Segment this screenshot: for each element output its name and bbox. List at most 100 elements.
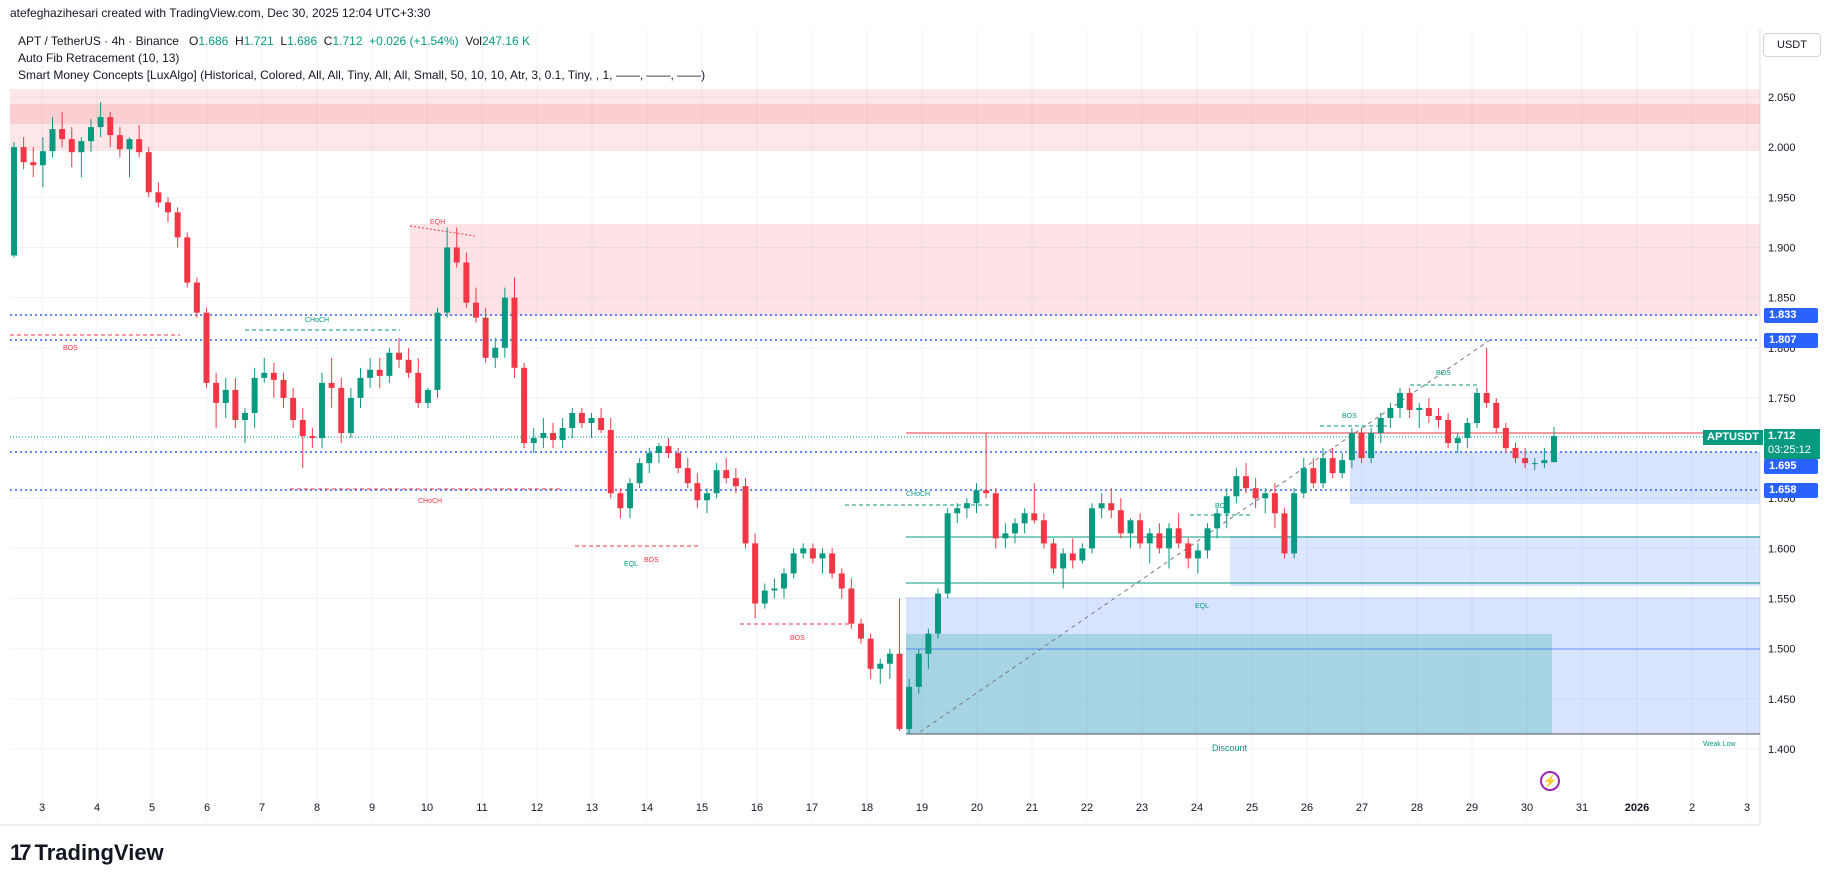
change-value: +0.026 (+1.54%)	[369, 34, 459, 48]
candle-body	[588, 417, 595, 423]
candle-body	[126, 139, 133, 150]
candle-body	[665, 446, 672, 454]
candle-body	[992, 493, 999, 539]
candle-body	[492, 347, 499, 358]
candle-body	[704, 493, 710, 501]
candle-body	[559, 428, 566, 441]
time-axis-label: 7	[259, 802, 265, 814]
tradingview-logo: 17 TradingView	[10, 840, 164, 866]
candle-body	[1377, 417, 1384, 434]
candle-body	[1175, 528, 1182, 544]
candle-body	[877, 663, 884, 669]
candle-body	[1512, 448, 1519, 459]
candle-body	[848, 588, 855, 624]
candle-body	[617, 493, 624, 509]
flash-icon[interactable]: ⚡	[1540, 771, 1560, 791]
candle-body	[896, 653, 903, 729]
candle-body	[1483, 392, 1490, 403]
candle-body	[1464, 423, 1471, 439]
symbol-name[interactable]: APT / TetherUS · 4h · Binance	[18, 34, 179, 48]
choch-top-label: CHoCH	[305, 317, 329, 324]
price-axis-label: 1.550	[1768, 594, 1796, 606]
candle-body	[1002, 533, 1009, 539]
candle-body	[1040, 520, 1047, 544]
candle-body	[328, 382, 335, 388]
candle-body	[136, 139, 143, 153]
premium-zone-top	[10, 89, 1760, 151]
candle-body	[242, 412, 248, 420]
time-axis-label: 23	[1136, 802, 1148, 814]
bos-left-label: BOS	[63, 345, 78, 352]
price-axis-label: 1.750	[1768, 393, 1796, 405]
time-axis-label: 6	[204, 802, 210, 814]
candle-body	[646, 453, 653, 464]
candle-body	[415, 372, 422, 403]
candle-body	[1406, 392, 1413, 410]
candle-body	[1252, 488, 1259, 499]
candle-body	[1050, 543, 1057, 569]
high-value: 1.721	[243, 34, 274, 48]
candle-body	[174, 212, 181, 238]
candle-body	[1194, 550, 1201, 559]
candle-body	[396, 352, 402, 360]
choch-red-label: CHoCH	[418, 498, 442, 505]
time-axis-label: 25	[1246, 802, 1258, 814]
candle-body	[1262, 493, 1269, 499]
candle-body	[49, 129, 56, 152]
candle-body	[1233, 476, 1240, 497]
time-axis-label: 9	[369, 802, 375, 814]
symbol-ohlc-line: APT / TetherUS · 4h · Binance O1.686 H1.…	[18, 34, 530, 48]
candle-body	[251, 377, 258, 413]
time-axis-label: 14	[641, 802, 653, 814]
time-axis-label: 27	[1356, 802, 1368, 814]
candle-body	[925, 633, 932, 654]
price-axis-label: 1.500	[1768, 644, 1796, 656]
candle-body	[319, 382, 325, 439]
close-value: 1.712	[332, 34, 363, 48]
bos-mid-label: BOS	[644, 557, 659, 564]
candle-body	[1387, 407, 1394, 418]
time-axis-label: 2	[1689, 802, 1695, 814]
time-axis-label: 13	[586, 802, 598, 814]
bos-g2-label: BOS	[1342, 413, 1357, 420]
indicator-fib[interactable]: Auto Fib Retracement (10, 13)	[18, 51, 180, 65]
price-axis: 2.0502.0001.9501.9001.8501.8001.7501.700…	[1768, 92, 1796, 756]
candle-body	[309, 436, 316, 439]
candle-body	[107, 117, 114, 136]
discount-zone-inner	[906, 634, 1552, 734]
eql-right-label: EQL	[1195, 603, 1209, 610]
candle-body	[963, 503, 970, 509]
candle-body	[1339, 460, 1346, 474]
candle-body	[1089, 508, 1095, 549]
candle-body	[752, 543, 759, 604]
indicator-smc[interactable]: Smart Money Concepts [LuxAlgo] (Historic…	[18, 68, 706, 82]
candle-body	[1146, 533, 1153, 544]
candle-body	[357, 377, 364, 398]
candle-body	[1060, 553, 1067, 569]
candle-body	[973, 490, 980, 504]
candle-body	[473, 302, 479, 318]
candle-body	[1223, 496, 1230, 514]
candle-body	[1137, 520, 1144, 544]
price-axis-label: 2.000	[1768, 142, 1796, 154]
candle-body	[367, 369, 374, 378]
time-axis-label: 30	[1521, 802, 1533, 814]
discount-label: Discount	[1212, 743, 1248, 753]
candle-body	[155, 192, 162, 203]
candle-body	[521, 367, 528, 444]
time-axis-label: 29	[1466, 802, 1478, 814]
currency-button[interactable]: USDT	[1763, 33, 1821, 57]
candle-body	[116, 135, 123, 150]
candle-body	[97, 117, 104, 128]
premium-zone-top-inner	[10, 104, 1760, 124]
candle-body	[68, 139, 75, 153]
demand-zone-mid	[1230, 536, 1760, 586]
time-axis-label: 17	[806, 802, 818, 814]
open-label: O	[188, 34, 199, 48]
candle-body	[540, 433, 547, 439]
candle-body	[1445, 419, 1452, 444]
candle-body	[1493, 402, 1500, 429]
candle-body	[213, 382, 220, 403]
fib-levels	[10, 225, 1760, 735]
